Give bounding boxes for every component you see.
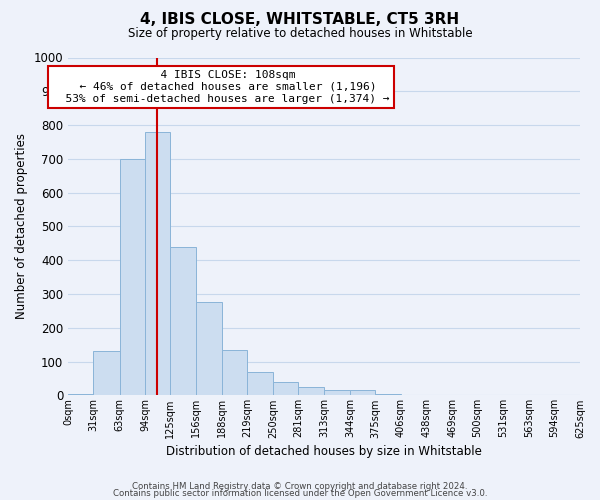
Bar xyxy=(350,390,375,396)
Bar xyxy=(273,382,298,396)
Bar xyxy=(375,394,401,396)
Bar xyxy=(145,132,170,396)
Text: 4 IBIS CLOSE: 108sqm
  ← 46% of detached houses are smaller (1,196)
  53% of sem: 4 IBIS CLOSE: 108sqm ← 46% of detached h… xyxy=(52,70,390,104)
Y-axis label: Number of detached properties: Number of detached properties xyxy=(15,134,28,320)
Text: 4, IBIS CLOSE, WHITSTABLE, CT5 3RH: 4, IBIS CLOSE, WHITSTABLE, CT5 3RH xyxy=(140,12,460,28)
Bar xyxy=(119,159,145,396)
Text: Contains public sector information licensed under the Open Government Licence v3: Contains public sector information licen… xyxy=(113,489,487,498)
X-axis label: Distribution of detached houses by size in Whitstable: Distribution of detached houses by size … xyxy=(166,444,482,458)
Bar xyxy=(452,394,478,396)
Bar xyxy=(196,302,222,396)
Bar xyxy=(298,387,325,396)
Bar xyxy=(325,390,350,396)
Bar xyxy=(68,394,94,396)
Bar xyxy=(401,394,427,396)
Bar xyxy=(94,352,119,396)
Text: Size of property relative to detached houses in Whitstable: Size of property relative to detached ho… xyxy=(128,28,472,40)
Bar xyxy=(247,372,273,396)
Bar xyxy=(170,246,196,396)
Text: Contains HM Land Registry data © Crown copyright and database right 2024.: Contains HM Land Registry data © Crown c… xyxy=(132,482,468,491)
Bar xyxy=(222,350,247,396)
